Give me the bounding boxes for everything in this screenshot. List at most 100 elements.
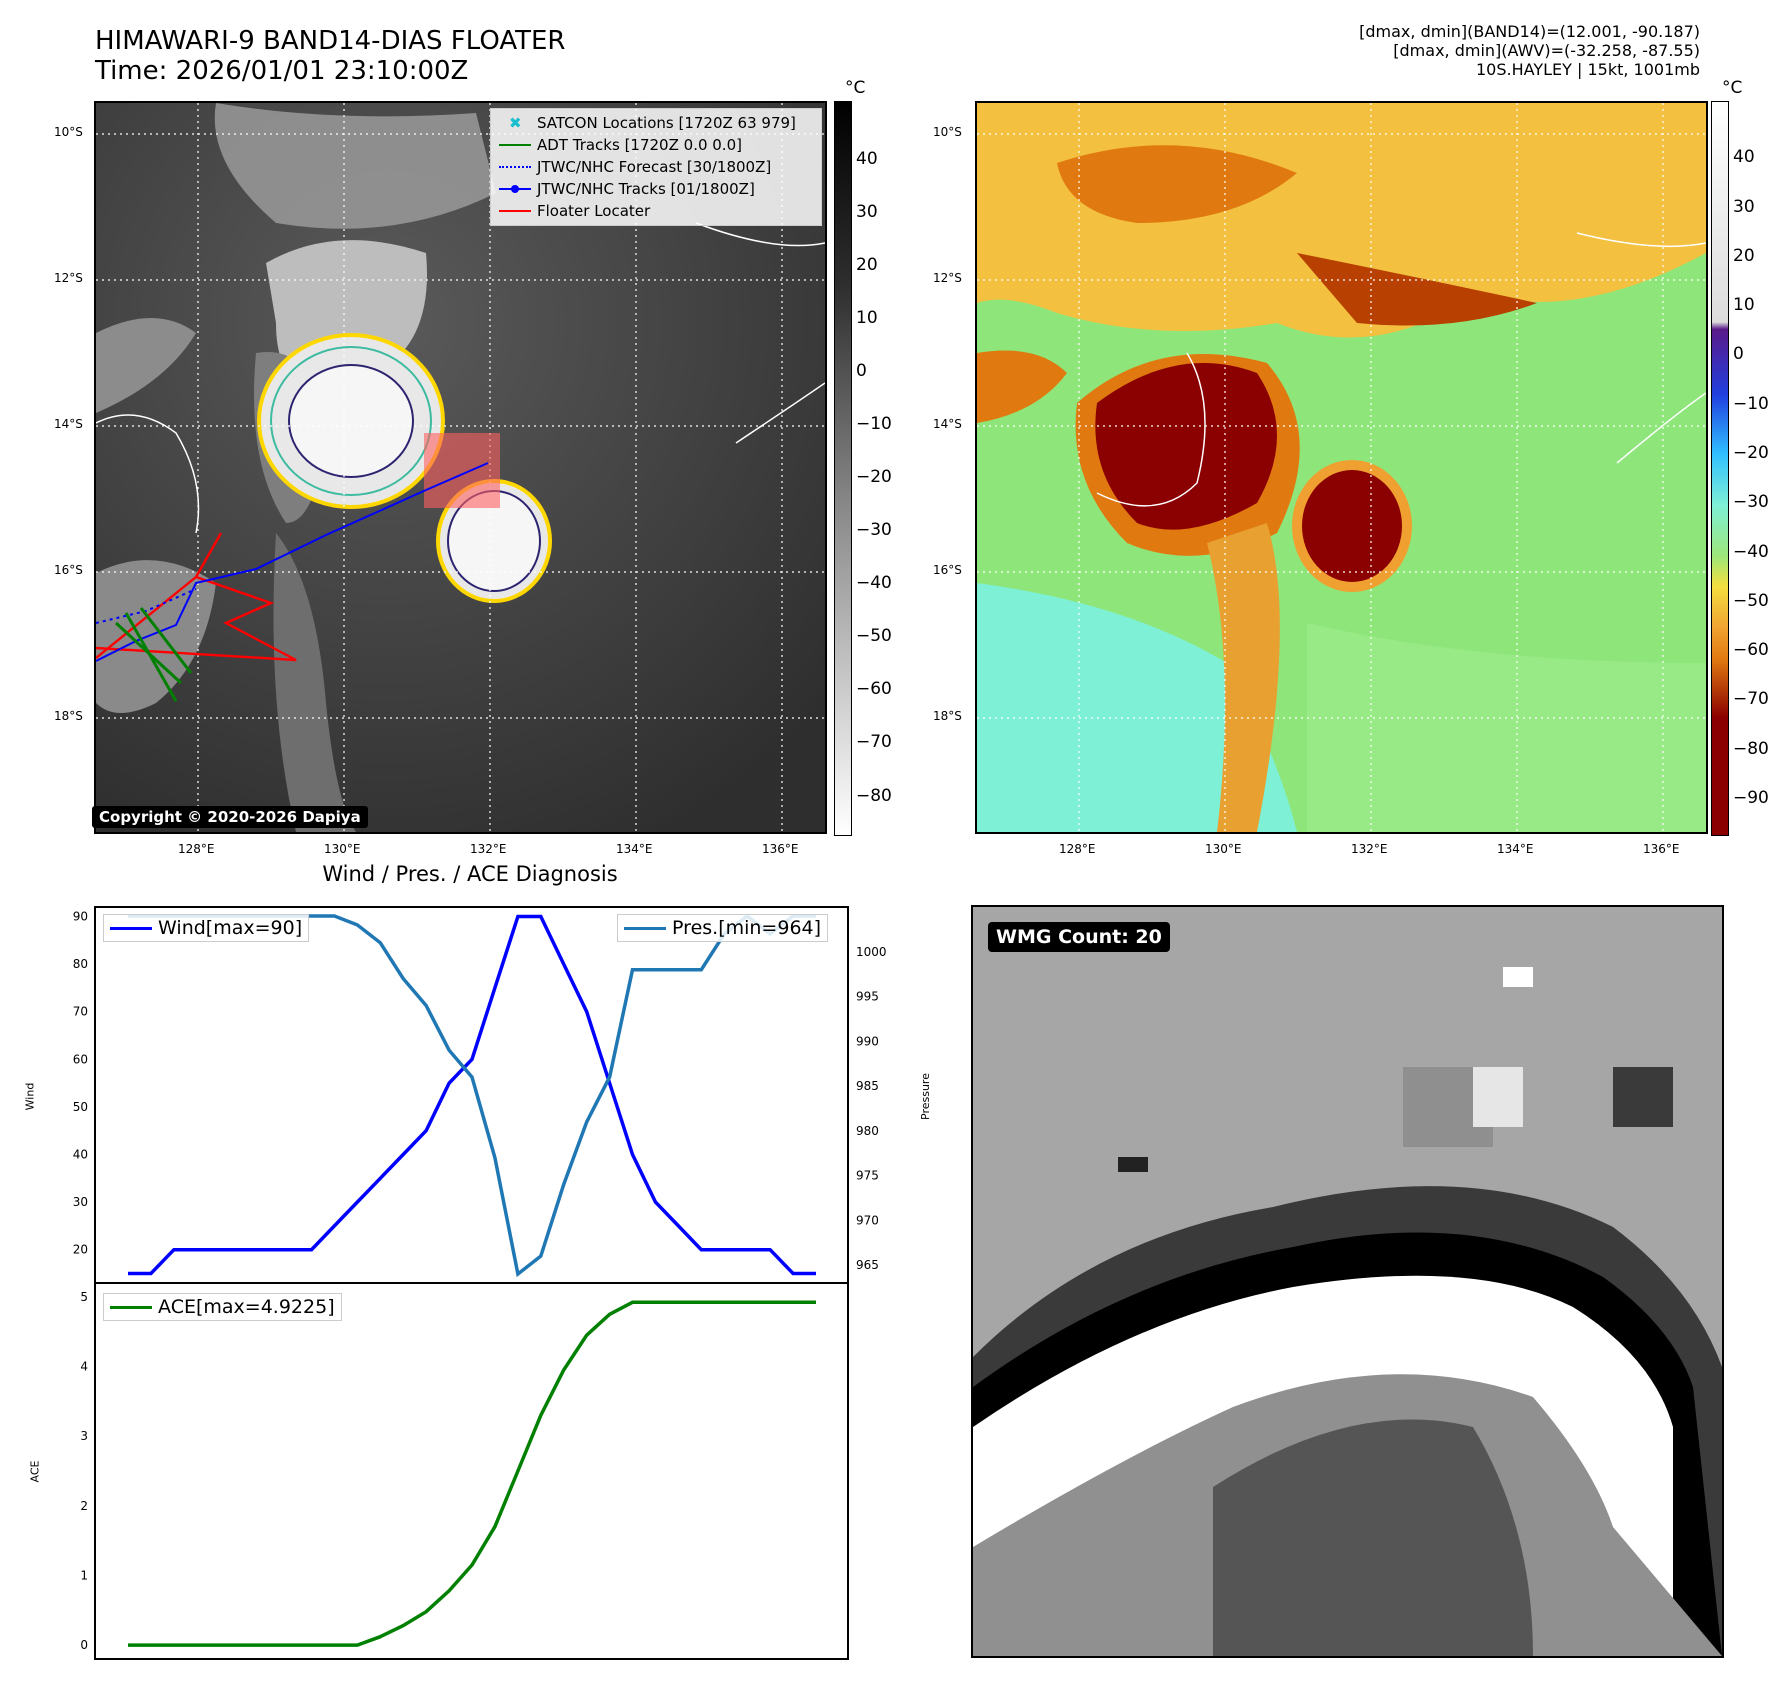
- colorbar-tick-label: −70: [856, 732, 892, 753]
- lon-label: 136°E: [762, 842, 799, 856]
- line-swatch-icon: [110, 927, 152, 930]
- ace-tick-label: 0: [80, 1638, 88, 1652]
- lat-label: 16°S: [933, 563, 962, 577]
- title-line-2: Time: 2026/01/01 23:10:00Z: [95, 56, 469, 86]
- wind-axis-label: Wind: [23, 1082, 37, 1111]
- solid-line-icon: [499, 210, 531, 212]
- lat-label: 18°S: [933, 709, 962, 723]
- info-line-3: 10S.HAYLEY | 15kt, 1001mb: [1476, 60, 1700, 79]
- ace-tick-label: 4: [80, 1360, 88, 1374]
- pressure-tick-label: 995: [856, 990, 879, 1004]
- ir-gray-map: [94, 101, 827, 834]
- colorbar-tick-label: −80: [856, 785, 892, 806]
- line-swatch-icon: [110, 1306, 152, 1309]
- pressure-tick-label: 980: [856, 1124, 879, 1138]
- stats-info: [dmax, dmin](BAND14)=(12.001, -90.187) […: [1359, 22, 1700, 79]
- wind-legend: Wind[max=90]: [103, 914, 310, 942]
- pressure-legend-label: Pres.[min=964]: [672, 917, 822, 939]
- map-gridlines-2: [977, 103, 1706, 832]
- wind-tick-label: 60: [73, 1052, 88, 1066]
- lat-label: 10°S: [54, 125, 83, 139]
- lon-label: 128°E: [1059, 842, 1096, 856]
- colorbar-tick-label: −80: [1733, 738, 1769, 759]
- lat-label: 14°S: [54, 417, 83, 431]
- adt-tracks: [114, 607, 193, 702]
- ir-gray-map-canvas: [96, 103, 825, 832]
- wind-tick-label: 40: [73, 1147, 88, 1161]
- pressure-tick-label: 990: [856, 1034, 879, 1048]
- color-colorbar: [1711, 101, 1729, 836]
- wmg-count-badge: WMG Count: 20: [988, 922, 1170, 952]
- colorbar-tick-label: 30: [856, 201, 878, 222]
- colorbar-tick-label: −60: [856, 679, 892, 700]
- copyright-badge: Copyright © 2020-2026 Dapiya: [92, 806, 368, 828]
- jtwc-track: [96, 462, 489, 662]
- pressure-tick-label: 965: [856, 1258, 879, 1272]
- lon-label: 130°E: [1205, 842, 1242, 856]
- figure-title: HIMAWARI-9 BAND14-DIAS FLOATER Time: 202…: [95, 26, 565, 86]
- legend-satcon-label: SATCON Locations [1720Z 63 979]: [537, 114, 796, 132]
- colorbar-tick-label: 40: [1733, 147, 1755, 168]
- wind-tick-label: 20: [73, 1243, 88, 1257]
- lat-label: 18°S: [54, 709, 83, 723]
- dot-marker-icon: [511, 185, 519, 193]
- colorbar-tick-label: −10: [856, 413, 892, 434]
- dotted-line-icon: [499, 166, 531, 168]
- pressure-tick-label: 1000: [856, 945, 887, 959]
- floater-locater-track: [96, 532, 297, 662]
- wind-tick-label: 30: [73, 1195, 88, 1209]
- pressure-tick-label: 970: [856, 1213, 879, 1227]
- legend-adt-label: ADT Tracks [1720Z 0.0 0.0]: [537, 136, 742, 154]
- lat-label: 14°S: [933, 417, 962, 431]
- floater-box: [424, 433, 500, 508]
- lon-label: 132°E: [470, 842, 507, 856]
- colorbar-tick-label: −20: [1733, 442, 1769, 463]
- colorbar-tick-label: −40: [1733, 541, 1769, 562]
- wmg-panel: [971, 905, 1724, 1658]
- colorbar-tick-label: −10: [1733, 393, 1769, 414]
- colorbar-tick-label: −50: [1733, 590, 1769, 611]
- wind-series-line: [128, 914, 816, 1276]
- legend-satcon: ✖ SATCON Locations [1720Z 63 979]: [491, 112, 821, 134]
- wmg-canvas: [973, 907, 1722, 1656]
- colorbar-tick-label: 0: [1733, 344, 1744, 365]
- colorbar-tick-label: −30: [1733, 492, 1769, 513]
- legend-forecast-label: JTWC/NHC Forecast [30/1800Z]: [537, 158, 772, 176]
- legend-jtwc-forecast: JTWC/NHC Forecast [30/1800Z]: [491, 156, 821, 178]
- gray-colorbar: [834, 101, 852, 836]
- info-line-2: [dmax, dmin](AWV)=(-32.258, -87.55): [1393, 41, 1700, 60]
- jtwc-forecast: [96, 588, 197, 624]
- pressure-legend: Pres.[min=964]: [617, 914, 829, 942]
- ir-color-map-canvas: [977, 103, 1706, 832]
- ace-series-line: [128, 1300, 816, 1647]
- wind-tick-label: 90: [73, 910, 88, 924]
- legend-floater-label: Floater Locater: [537, 202, 651, 220]
- colorbar-tick-label: 30: [1733, 196, 1755, 217]
- map-legend: ✖ SATCON Locations [1720Z 63 979] ADT Tr…: [490, 108, 822, 226]
- ace-legend-label: ACE[max=4.9225]: [158, 1296, 335, 1318]
- colorbar-tick-label: 0: [856, 360, 867, 381]
- legend-floater: Floater Locater: [491, 200, 821, 222]
- pressure-axis-label: Pressure: [918, 1073, 932, 1120]
- ir-color-map: [975, 101, 1708, 834]
- wind-tick-label: 70: [73, 1005, 88, 1019]
- lat-label: 10°S: [933, 125, 962, 139]
- info-line-1: [dmax, dmin](BAND14)=(12.001, -90.187): [1359, 22, 1700, 41]
- colorbar-tick-label: −50: [856, 626, 892, 647]
- colorbar-tick-label: 40: [856, 148, 878, 169]
- ace-tick-label: 5: [80, 1290, 88, 1304]
- colorbar-tick-label: −20: [856, 467, 892, 488]
- line-swatch-icon: [624, 927, 666, 930]
- lon-label: 136°E: [1643, 842, 1680, 856]
- wind-legend-label: Wind[max=90]: [158, 917, 303, 939]
- ace-axis-label: ACE: [28, 1460, 42, 1483]
- timeseries-title: Wind / Pres. / ACE Diagnosis: [322, 862, 618, 886]
- ace-tick-label: 3: [80, 1429, 88, 1443]
- wind-tick-label: 80: [73, 957, 88, 971]
- lon-label: 134°E: [1497, 842, 1534, 856]
- x-marker-icon: ✖: [509, 114, 522, 132]
- lat-label: 12°S: [54, 271, 83, 285]
- colorbar-tick-label: −40: [856, 573, 892, 594]
- ace-legend: ACE[max=4.9225]: [103, 1293, 342, 1321]
- ace-tick-label: 1: [80, 1568, 88, 1582]
